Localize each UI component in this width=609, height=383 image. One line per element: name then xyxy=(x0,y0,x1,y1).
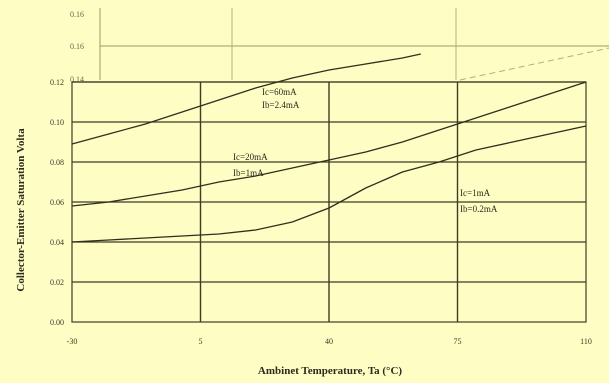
y-tick-label: 0.06 xyxy=(50,198,64,207)
x-tick-label: 5 xyxy=(199,337,203,346)
series-layer xyxy=(71,53,587,243)
faded-top-tick-label: 0.16 xyxy=(70,42,84,51)
series-annotation-line1: Ic=20mA xyxy=(233,152,268,162)
series-line xyxy=(71,125,587,243)
series-annotation-line2: Ib=2.4mA xyxy=(262,100,300,110)
x-axis-title: Ambinet Temperature, Ta (°C) xyxy=(258,365,402,377)
y-tick-labels: 0.00 0.02 0.04 0.06 0.08 0.10 0.12 xyxy=(50,78,64,327)
y-tick-label: 0.08 xyxy=(50,158,64,167)
x-tick-label: 110 xyxy=(580,337,592,346)
series-annotation-line1: Ic=1mA xyxy=(460,188,491,198)
series-line xyxy=(71,53,421,145)
y-tick-label: 0.04 xyxy=(50,238,64,247)
grid xyxy=(72,81,586,322)
series-annotation-line2: Ib=1mA xyxy=(233,168,264,178)
plot-frame xyxy=(71,81,587,323)
y-tick-label: 0.02 xyxy=(50,278,64,287)
faded-top-tick-label: 0.14 xyxy=(70,75,84,84)
x-tick-label: 40 xyxy=(325,337,333,346)
y-tick-label: 0.00 xyxy=(50,318,64,327)
series-line xyxy=(71,81,587,207)
series-annotation-line1: Ic=60mA xyxy=(262,87,297,97)
faded-top-tick-label: 0.16 xyxy=(70,10,84,19)
series-annotations: Ic=60mA Ib=2.4mA Ic=20mA Ib=1mA Ic=1mA I… xyxy=(233,87,498,214)
x-tick-label: 75 xyxy=(454,337,462,346)
x-tick-label: -30 xyxy=(67,337,78,346)
faded-dashed-curve xyxy=(459,47,609,81)
series-annotation-line2: Ib=0.2mA xyxy=(460,204,498,214)
y-tick-label: 0.12 xyxy=(50,78,64,87)
y-tick-label: 0.10 xyxy=(50,118,64,127)
faded-top-strip: 0.16 0.16 0.14 xyxy=(70,8,609,84)
x-tick-labels: -30 5 40 75 110 xyxy=(67,337,592,346)
plot-border xyxy=(71,81,587,323)
y-axis-title: Collector-Emitter Saturation Volta xyxy=(15,128,27,292)
